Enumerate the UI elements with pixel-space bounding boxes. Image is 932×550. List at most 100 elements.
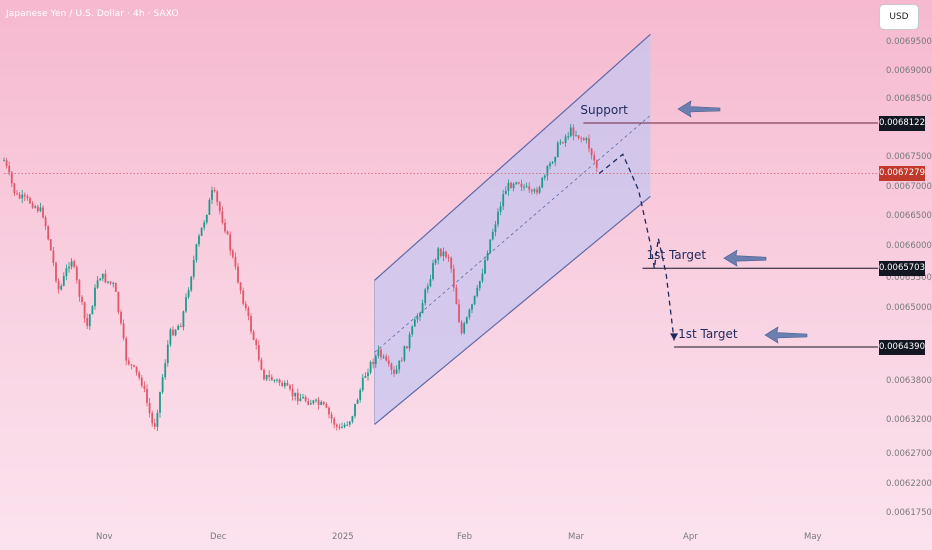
candle-body xyxy=(182,311,185,328)
candle-body xyxy=(169,329,172,345)
candle-body xyxy=(302,396,304,399)
candle-body xyxy=(359,389,362,400)
candle-body xyxy=(21,194,24,199)
candle-body xyxy=(348,421,351,425)
candle-body xyxy=(572,127,575,136)
candle-body xyxy=(161,377,164,393)
candle-body xyxy=(413,319,416,327)
y-tick-label: 0.0061750 xyxy=(886,508,932,518)
y-tick-label: 0.0067500 xyxy=(886,152,932,162)
candle-body xyxy=(140,377,143,386)
candle-body xyxy=(364,375,367,378)
candle-body xyxy=(62,275,65,286)
candle-body xyxy=(3,160,5,162)
candle-body xyxy=(192,260,195,277)
candle-body xyxy=(476,287,479,296)
candle-body xyxy=(333,418,336,425)
level-annotation: 1st Target xyxy=(678,327,738,341)
candle-body xyxy=(148,402,151,414)
candle-body xyxy=(125,338,128,361)
candle-body xyxy=(231,250,234,258)
candle-body xyxy=(198,235,200,245)
candle-body xyxy=(346,424,349,426)
candle-body xyxy=(494,224,497,232)
x-tick-label: 2025 xyxy=(332,532,354,542)
candle-body xyxy=(481,273,484,282)
candle-body xyxy=(112,283,115,285)
candle-body xyxy=(595,160,598,168)
candle-body xyxy=(268,375,271,377)
candle-body xyxy=(289,385,291,389)
candle-body xyxy=(463,323,466,334)
candle-body xyxy=(81,296,83,303)
candle-body xyxy=(130,364,133,366)
candle-body xyxy=(530,189,533,192)
candle-body xyxy=(411,326,414,335)
candle-body xyxy=(265,375,268,380)
candle-body xyxy=(546,166,549,176)
candle-body xyxy=(575,135,577,137)
candle-body xyxy=(562,142,564,144)
channel-lower-line xyxy=(374,195,651,425)
candle-body xyxy=(510,182,512,189)
candle-body xyxy=(541,177,544,188)
candle-body xyxy=(372,361,375,365)
y-tick-label: 0.0065500 xyxy=(886,273,932,283)
candle-body xyxy=(281,382,284,387)
candle-body xyxy=(478,281,481,288)
candle-body xyxy=(385,356,388,361)
candle-body xyxy=(582,138,585,141)
candle-body xyxy=(159,392,161,413)
candle-body xyxy=(398,360,401,370)
candle-body xyxy=(380,349,382,358)
channel-upper-line xyxy=(374,33,651,281)
candle-body xyxy=(120,312,122,324)
candle-body xyxy=(18,194,21,199)
candle-body xyxy=(307,400,310,405)
candle-body xyxy=(434,259,437,264)
candle-body xyxy=(429,279,432,287)
candle-body xyxy=(543,175,546,178)
y-tick-label: 0.0066000 xyxy=(886,241,932,251)
candle-body xyxy=(491,231,494,240)
candle-body xyxy=(504,190,507,195)
candle-body xyxy=(421,303,424,314)
candle-body xyxy=(250,316,252,332)
candle-body xyxy=(377,349,380,356)
candle-body xyxy=(497,211,499,225)
candle-body xyxy=(424,289,427,304)
candle-body xyxy=(588,138,590,149)
candle-body xyxy=(247,308,250,317)
candle-body xyxy=(122,323,125,339)
y-tick-label: 0.0063200 xyxy=(886,415,932,425)
candle-body xyxy=(387,360,390,364)
candle-body xyxy=(343,424,346,428)
y-tick-label: 0.0062200 xyxy=(886,479,932,489)
candle-body xyxy=(195,244,198,261)
candle-body xyxy=(94,287,96,307)
candle-body xyxy=(88,314,91,327)
candle-body xyxy=(83,302,86,318)
candle-body xyxy=(335,424,338,427)
y-tick-label: 0.0066500 xyxy=(886,211,932,221)
candle-body xyxy=(569,127,572,137)
candle-body xyxy=(276,379,278,381)
candle-body xyxy=(101,273,104,279)
candle-body xyxy=(283,382,286,387)
candle-body xyxy=(31,203,34,208)
candle-body xyxy=(78,280,81,297)
candle-body xyxy=(68,266,70,269)
candle-body xyxy=(452,268,455,288)
candle-body xyxy=(315,399,317,401)
candle-body xyxy=(432,263,434,280)
currency-button[interactable]: USD xyxy=(879,4,919,30)
candle-body xyxy=(239,282,242,291)
candle-body xyxy=(55,262,57,281)
candle-body xyxy=(29,197,31,204)
candle-body xyxy=(406,346,408,349)
price-badge: 0.0065703 xyxy=(879,260,925,276)
candle-body xyxy=(400,360,403,362)
candle-body xyxy=(356,399,359,404)
candle-body xyxy=(551,162,554,164)
